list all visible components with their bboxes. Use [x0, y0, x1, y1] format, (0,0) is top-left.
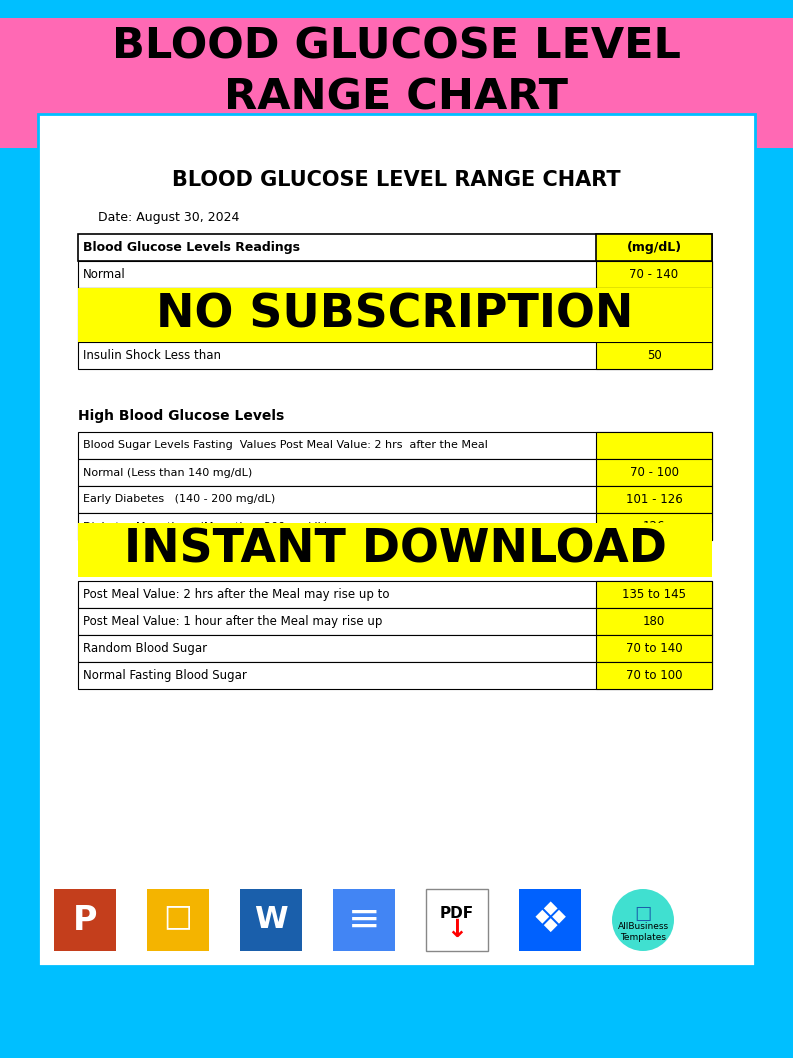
- Bar: [54, 889, 116, 951]
- Bar: [78, 523, 712, 577]
- Text: AllBusiness
Templates: AllBusiness Templates: [618, 923, 668, 942]
- Text: 70 - 100: 70 - 100: [630, 466, 679, 479]
- Text: ≡: ≡: [347, 901, 381, 940]
- Text: ❖: ❖: [531, 899, 569, 941]
- Bar: [596, 581, 712, 608]
- Text: □: □: [163, 902, 193, 931]
- Bar: [78, 288, 712, 315]
- Text: (mg/dL): (mg/dL): [626, 241, 681, 254]
- Text: Hypoglycemia  (Less than 70 mg/dL): Hypoglycemia (Less than 70 mg/dL): [83, 295, 300, 308]
- Text: 50: 50: [646, 349, 661, 362]
- Text: Random Blood Sugar: Random Blood Sugar: [83, 642, 207, 655]
- Text: ↓: ↓: [446, 918, 468, 942]
- Bar: [78, 581, 712, 608]
- Text: Post Meal Value: 2 hrs after the Meal may rise up to: Post Meal Value: 2 hrs after the Meal ma…: [83, 588, 389, 601]
- Text: BLOOD GLUCOSE LEVEL RANGE CHART: BLOOD GLUCOSE LEVEL RANGE CHART: [172, 170, 620, 190]
- Text: Diabetes More than  (More than 200 mg/dL): Diabetes More than (More than 200 mg/dL): [83, 522, 328, 531]
- Text: W: W: [255, 906, 288, 934]
- Text: ☐: ☐: [634, 906, 652, 925]
- Text: 135 to 145: 135 to 145: [622, 588, 686, 601]
- Bar: [78, 486, 712, 513]
- Text: BLOOD GLUCOSE LEVEL
RANGE CHART: BLOOD GLUCOSE LEVEL RANGE CHART: [112, 25, 680, 118]
- Bar: [596, 459, 712, 486]
- Text: 101 - 126: 101 - 126: [626, 493, 682, 506]
- Text: P: P: [73, 904, 98, 936]
- Bar: [596, 486, 712, 513]
- Text: 70: 70: [646, 295, 661, 308]
- Text: Normal: Normal: [83, 268, 126, 281]
- Text: 126: 126: [643, 519, 665, 533]
- Text: 70 to 140: 70 to 140: [626, 642, 682, 655]
- Bar: [78, 662, 712, 689]
- Text: Hypoglycemia  (Less than 50 mg/dL): Hypoglycemia (Less than 50 mg/dL): [83, 322, 300, 335]
- Bar: [78, 234, 712, 261]
- Ellipse shape: [612, 889, 674, 951]
- Bar: [78, 288, 712, 342]
- Bar: [596, 662, 712, 689]
- Bar: [596, 513, 712, 540]
- Text: High Blood Glucose Levels: High Blood Glucose Levels: [78, 409, 284, 423]
- Text: 50: 50: [646, 322, 661, 335]
- Text: Blood Sugar Levels Fasting  Values Post Meal Value: 2 hrs  after the Meal: Blood Sugar Levels Fasting Values Post M…: [83, 440, 488, 451]
- Text: INSTANT DOWNLOAD: INSTANT DOWNLOAD: [124, 528, 666, 572]
- Bar: [78, 513, 712, 540]
- Text: Early Diabetes   (140 - 200 mg/dL): Early Diabetes (140 - 200 mg/dL): [83, 494, 275, 505]
- Text: PDF: PDF: [440, 907, 474, 922]
- Bar: [0, 18, 793, 148]
- Text: Normal (Less than 140 mg/dL): Normal (Less than 140 mg/dL): [83, 468, 252, 477]
- Bar: [596, 261, 712, 288]
- Text: Post Meal Value: 1 hour after the Meal may rise up: Post Meal Value: 1 hour after the Meal m…: [83, 615, 382, 628]
- Text: Normal Fasting Blood Sugar: Normal Fasting Blood Sugar: [83, 669, 247, 682]
- Bar: [426, 889, 488, 951]
- Text: Insulin Shock Less than: Insulin Shock Less than: [83, 349, 221, 362]
- Bar: [596, 288, 712, 315]
- Bar: [596, 315, 712, 342]
- Bar: [147, 889, 209, 951]
- Bar: [78, 432, 712, 459]
- Bar: [596, 635, 712, 662]
- Bar: [596, 432, 712, 459]
- Text: 180: 180: [643, 615, 665, 628]
- Text: Blood Glucose Levels Readings: Blood Glucose Levels Readings: [83, 241, 300, 254]
- Bar: [38, 114, 755, 966]
- Bar: [78, 635, 712, 662]
- Bar: [596, 234, 712, 261]
- Bar: [519, 889, 581, 951]
- Bar: [596, 608, 712, 635]
- Text: 70 - 140: 70 - 140: [630, 268, 679, 281]
- Bar: [78, 608, 712, 635]
- Text: Date: August 30, 2024: Date: August 30, 2024: [98, 212, 239, 224]
- Text: NO SUBSCRIPTION: NO SUBSCRIPTION: [156, 292, 634, 338]
- Bar: [78, 315, 712, 342]
- Bar: [78, 342, 712, 369]
- Bar: [596, 342, 712, 369]
- Bar: [333, 889, 395, 951]
- Bar: [240, 889, 302, 951]
- Text: 70 to 100: 70 to 100: [626, 669, 682, 682]
- Bar: [78, 459, 712, 486]
- Bar: [78, 261, 712, 288]
